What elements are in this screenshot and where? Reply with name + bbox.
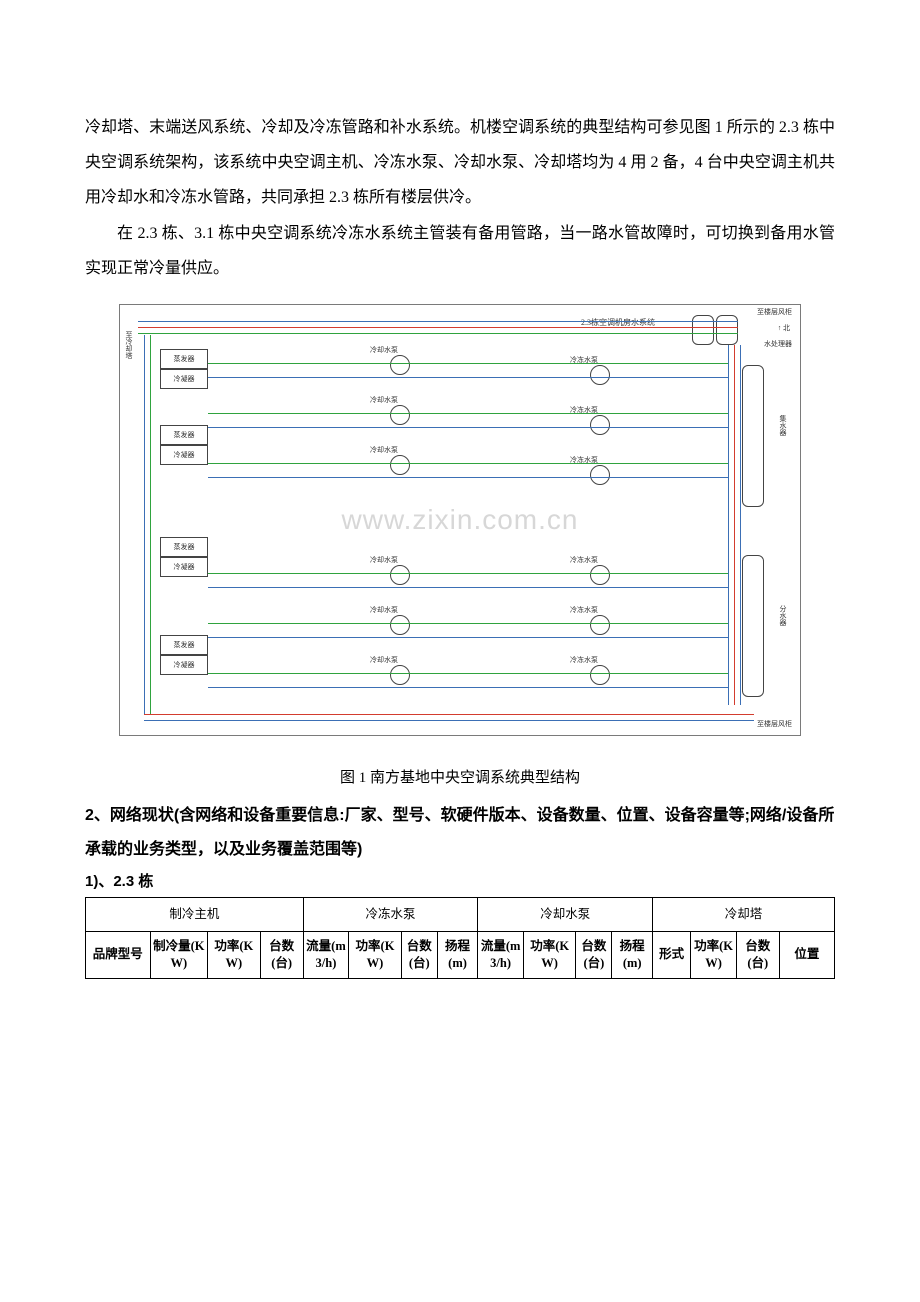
label-separator: 分水器 — [778, 605, 788, 626]
pipe-top-2 — [138, 327, 738, 328]
cool-pump-r2-1 — [390, 405, 410, 425]
unit3-evap: 蒸发器 — [160, 537, 208, 557]
col-12: 形式 — [653, 932, 691, 979]
vessel-top-1 — [716, 315, 738, 345]
col-15: 位置 — [779, 932, 834, 979]
watermark: www.zixin.com.cn — [120, 504, 800, 536]
pipe-row-5b — [208, 637, 728, 638]
spec-table: 制冷主机 冷冻水泵 冷却水泵 冷却塔 品牌型号制冷量(KW)功率(KW)台数(台… — [85, 897, 835, 979]
label-cooling-pump-3: 冷却水泵 — [370, 445, 398, 455]
group-3: 冷却水泵 — [478, 898, 653, 932]
col-7: 扬程(m) — [437, 932, 478, 979]
group-1: 制冷主机 — [86, 898, 304, 932]
pipe-left-vert-2 — [150, 335, 151, 715]
unit4-evap: 蒸发器 — [160, 635, 208, 655]
pipe-row-6b — [208, 687, 728, 688]
label-chilled-pump-b1: 冷冻水泵 — [570, 555, 598, 565]
col-8: 流量(m3/h) — [478, 932, 523, 979]
figure-caption: 图 1 南方基地中央空调系统典型结构 — [85, 766, 835, 787]
label-to-fcu-bottom: 至楼层风柜 — [757, 719, 792, 729]
paragraph-1: 冷却塔、末端送风系统、冷却及冷冻管路和补水系统。机楼空调系统的典型结构可参见图 … — [85, 110, 835, 216]
pipe-row-4 — [208, 573, 728, 574]
unit1-evap: 蒸发器 — [160, 349, 208, 369]
col-3: 台数(台) — [260, 932, 303, 979]
vessel-top-2 — [692, 315, 714, 345]
label-cooling-pump-b3: 冷却水泵 — [370, 655, 398, 665]
pipe-top-3 — [138, 333, 738, 334]
pipe-row-3 — [208, 463, 728, 464]
unit2-cond: 冷凝器 — [160, 445, 208, 465]
unit2-evap: 蒸发器 — [160, 425, 208, 445]
unit1-cond: 冷凝器 — [160, 369, 208, 389]
group-4: 冷却塔 — [653, 898, 835, 932]
col-11: 扬程(m) — [612, 932, 653, 979]
group-2: 冷冻水泵 — [303, 898, 478, 932]
pipe-row-1 — [208, 363, 728, 364]
col-2: 功率(KW) — [208, 932, 261, 979]
pipe-vert-1 — [728, 345, 729, 705]
col-1: 制冷量(KW) — [150, 932, 207, 979]
compass-label: 北 — [783, 324, 790, 332]
label-chilled-pump-b2: 冷冻水泵 — [570, 605, 598, 615]
chill-pump-b3 — [590, 665, 610, 685]
chill-pump-b1 — [590, 565, 610, 585]
pipe-row-5 — [208, 623, 728, 624]
pipe-vert-3 — [740, 345, 741, 705]
col-13: 功率(KW) — [691, 932, 736, 979]
section-2-heading: 2、网络现状(含网络和设备重要信息:厂家、型号、软硬件版本、设备数量、位置、设备… — [85, 799, 835, 866]
col-0: 品牌型号 — [86, 932, 151, 979]
col-6: 台数(台) — [401, 932, 437, 979]
chill-pump-r1 — [590, 365, 610, 385]
unit3-cond: 冷凝器 — [160, 557, 208, 577]
pipe-left-vert-1 — [144, 335, 145, 715]
cool-pump-r1-1 — [390, 355, 410, 375]
chill-pump-r3 — [590, 465, 610, 485]
pipe-row-3b — [208, 477, 728, 478]
col-5: 功率(KW) — [349, 932, 402, 979]
pipe-row-2 — [208, 413, 728, 414]
pipe-bottom-1 — [144, 720, 754, 721]
label-collector: 集水器 — [778, 415, 788, 436]
pipe-row-2b — [208, 427, 728, 428]
figure-1: www.zixin.com.cn 至冷却塔 2.3栋空调机房水系统 ↑ 北 至楼… — [85, 304, 835, 787]
unit4-cond: 冷凝器 — [160, 655, 208, 675]
separator — [742, 555, 764, 697]
pipe-row-1b — [208, 377, 728, 378]
pipe-bottom-2 — [144, 714, 754, 715]
pipe-vert-2 — [734, 345, 735, 705]
label-cooling-pump-b2: 冷却水泵 — [370, 605, 398, 615]
table-group-row: 制冷主机 冷冻水泵 冷却水泵 冷却塔 — [86, 898, 835, 932]
label-cooling-pump-2: 冷却水泵 — [370, 395, 398, 405]
section-2-number: 2、 — [85, 807, 110, 824]
label-to-fcu-top: 至楼层风柜 — [757, 307, 792, 317]
pipe-row-6 — [208, 673, 728, 674]
label-left: 至冷却塔 — [124, 331, 134, 359]
table-header-row: 品牌型号制冷量(KW)功率(KW)台数(台)流量(m3/h)功率(KW)台数(台… — [86, 932, 835, 979]
figure-canvas: www.zixin.com.cn 至冷却塔 2.3栋空调机房水系统 ↑ 北 至楼… — [119, 304, 801, 736]
cool-pump-b3 — [390, 665, 410, 685]
chill-pump-b2 — [590, 615, 610, 635]
chill-pump-r2 — [590, 415, 610, 435]
col-10: 台数(台) — [576, 932, 612, 979]
compass-icon: ↑ 北 — [778, 323, 790, 333]
label-cooling-pump-1: 冷却水泵 — [370, 345, 398, 355]
cool-pump-r3-1 — [390, 455, 410, 475]
col-4: 流量(m3/h) — [303, 932, 348, 979]
label-tank: 水处理器 — [764, 339, 792, 349]
paragraph-2: 在 2.3 栋、3.1 栋中央空调系统冷冻水系统主管装有备用管路，当一路水管故障… — [85, 216, 835, 286]
pipe-row-4b — [208, 587, 728, 588]
label-chilled-pump-b3: 冷冻水泵 — [570, 655, 598, 665]
section-2-title: 网络现状(含网络和设备重要信息:厂家、型号、软硬件版本、设备数量、位置、设备容量… — [85, 807, 834, 858]
cool-pump-b2 — [390, 615, 410, 635]
label-cooling-pump-b1: 冷却水泵 — [370, 555, 398, 565]
collector — [742, 365, 764, 507]
col-14: 台数(台) — [736, 932, 779, 979]
subheading-1: 1)、2.3 栋 — [85, 870, 835, 891]
pipe-top-1 — [138, 321, 738, 322]
cool-pump-b1 — [390, 565, 410, 585]
col-9: 功率(KW) — [523, 932, 576, 979]
